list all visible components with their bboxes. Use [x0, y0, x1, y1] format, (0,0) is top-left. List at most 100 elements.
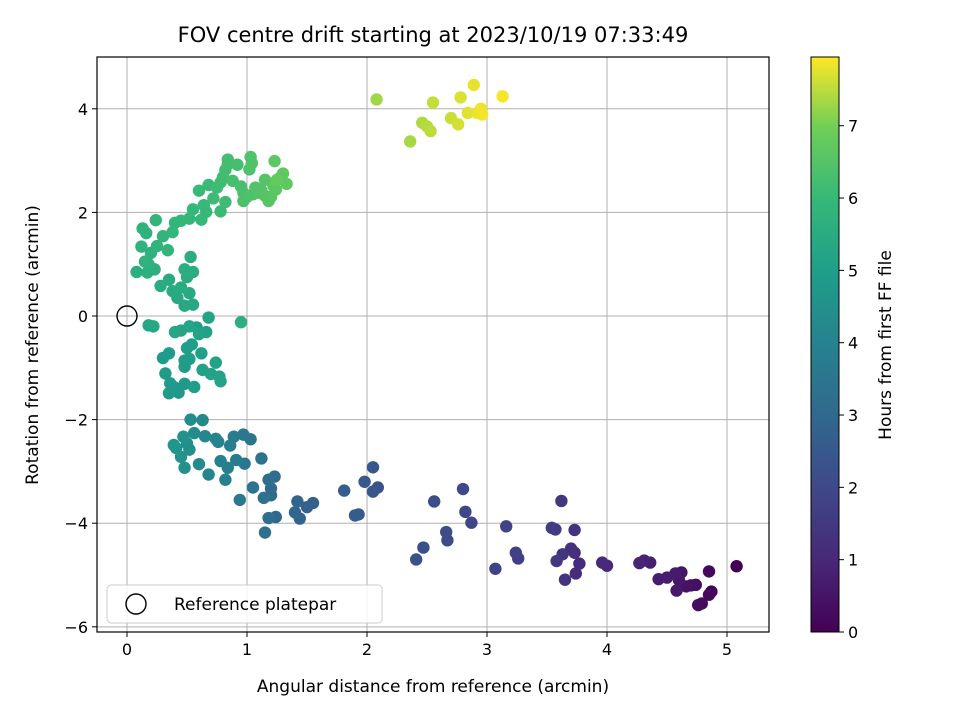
colorbar-gradient — [810, 56, 840, 633]
data-point — [270, 173, 284, 186]
data-point — [198, 429, 212, 443]
data-point — [258, 526, 272, 539]
data-point — [262, 511, 275, 525]
data-point — [161, 244, 174, 257]
data-point — [288, 506, 302, 519]
data-point — [255, 452, 268, 465]
colorbar-tick-label: 6 — [848, 189, 858, 208]
data-point — [410, 553, 423, 566]
data-point — [164, 377, 177, 390]
data-point — [652, 572, 665, 586]
data-point — [476, 108, 489, 121]
data-point — [291, 495, 304, 508]
data-point — [149, 213, 162, 227]
data-point — [459, 505, 472, 519]
data-point — [192, 327, 206, 341]
colorbar-title: Hours from first FF file — [876, 250, 896, 440]
y-tick-label: −4 — [64, 514, 88, 533]
data-point — [257, 491, 270, 505]
data-point — [230, 453, 243, 467]
data-point — [262, 473, 275, 486]
y-tick-label: 0 — [78, 307, 88, 326]
data-point — [138, 255, 152, 268]
data-point — [214, 205, 227, 218]
colorbar-tick-label: 4 — [848, 334, 858, 353]
data-point — [219, 195, 232, 209]
data-point — [186, 203, 200, 216]
data-point — [130, 265, 143, 279]
data-point — [244, 150, 257, 164]
data-point — [209, 356, 222, 369]
data-point — [214, 375, 227, 388]
data-point — [558, 573, 572, 586]
data-point — [461, 106, 474, 120]
x-tick-label: 4 — [602, 640, 612, 659]
data-point — [174, 281, 188, 294]
x-tick-label: 0 — [122, 640, 132, 659]
data-point — [188, 426, 201, 440]
data-point — [147, 320, 160, 333]
data-point — [234, 316, 248, 329]
data-point — [348, 509, 362, 522]
data-point — [280, 177, 293, 191]
data-point — [231, 158, 244, 171]
data-point — [496, 90, 509, 103]
plot-frame — [96, 56, 770, 633]
data-point — [366, 461, 380, 474]
colorbar-tick-label: 5 — [848, 261, 858, 280]
data-point — [424, 124, 437, 138]
x-tick-label: 5 — [722, 640, 732, 659]
data-point — [568, 523, 581, 537]
y-axis-title: Rotation from reference (arcmin) — [23, 205, 43, 485]
data-point — [358, 475, 371, 488]
data-point — [136, 222, 149, 235]
data-point — [178, 377, 191, 391]
data-point — [221, 153, 234, 166]
data-point — [196, 413, 209, 427]
data-point — [573, 557, 586, 570]
data-point — [178, 263, 191, 276]
x-tick-label: 3 — [482, 640, 492, 659]
y-tick-label: 4 — [78, 100, 88, 119]
data-point — [300, 500, 314, 514]
colorbar: 0 1 2 3 4 5 6 7 Hours from first FF file — [810, 56, 896, 642]
data-point — [370, 93, 383, 106]
data-point — [154, 279, 167, 293]
data-point — [233, 493, 246, 507]
data-point — [670, 584, 683, 597]
data-point — [150, 239, 164, 253]
data-point — [177, 430, 190, 443]
data-point — [269, 183, 282, 196]
data-point — [214, 454, 227, 468]
data-point — [195, 347, 208, 360]
data-point — [246, 481, 260, 494]
data-point — [184, 250, 197, 264]
data-point — [404, 135, 417, 148]
data-point — [428, 495, 441, 508]
data-point — [135, 240, 148, 253]
data-point — [366, 485, 380, 498]
data-point — [569, 567, 582, 580]
data-point — [268, 154, 281, 168]
data-points — [116, 78, 743, 612]
data-point — [489, 562, 502, 576]
data-point — [426, 96, 440, 109]
data-point — [452, 118, 465, 131]
data-point — [209, 432, 222, 445]
data-point — [702, 565, 716, 578]
data-point — [224, 439, 237, 452]
data-point — [156, 230, 170, 243]
data-point — [192, 184, 206, 197]
data-point — [730, 560, 743, 573]
data-point — [200, 205, 213, 219]
colorbar-tick-label: 3 — [848, 406, 858, 425]
y-tick-label: 2 — [78, 203, 88, 222]
data-point — [202, 311, 215, 324]
data-point — [183, 352, 196, 366]
data-point — [172, 386, 185, 399]
data-point — [702, 588, 716, 601]
colorbar-tick-label: 2 — [848, 478, 858, 497]
legend: Reference platepar — [106, 584, 383, 624]
data-point — [168, 325, 182, 339]
